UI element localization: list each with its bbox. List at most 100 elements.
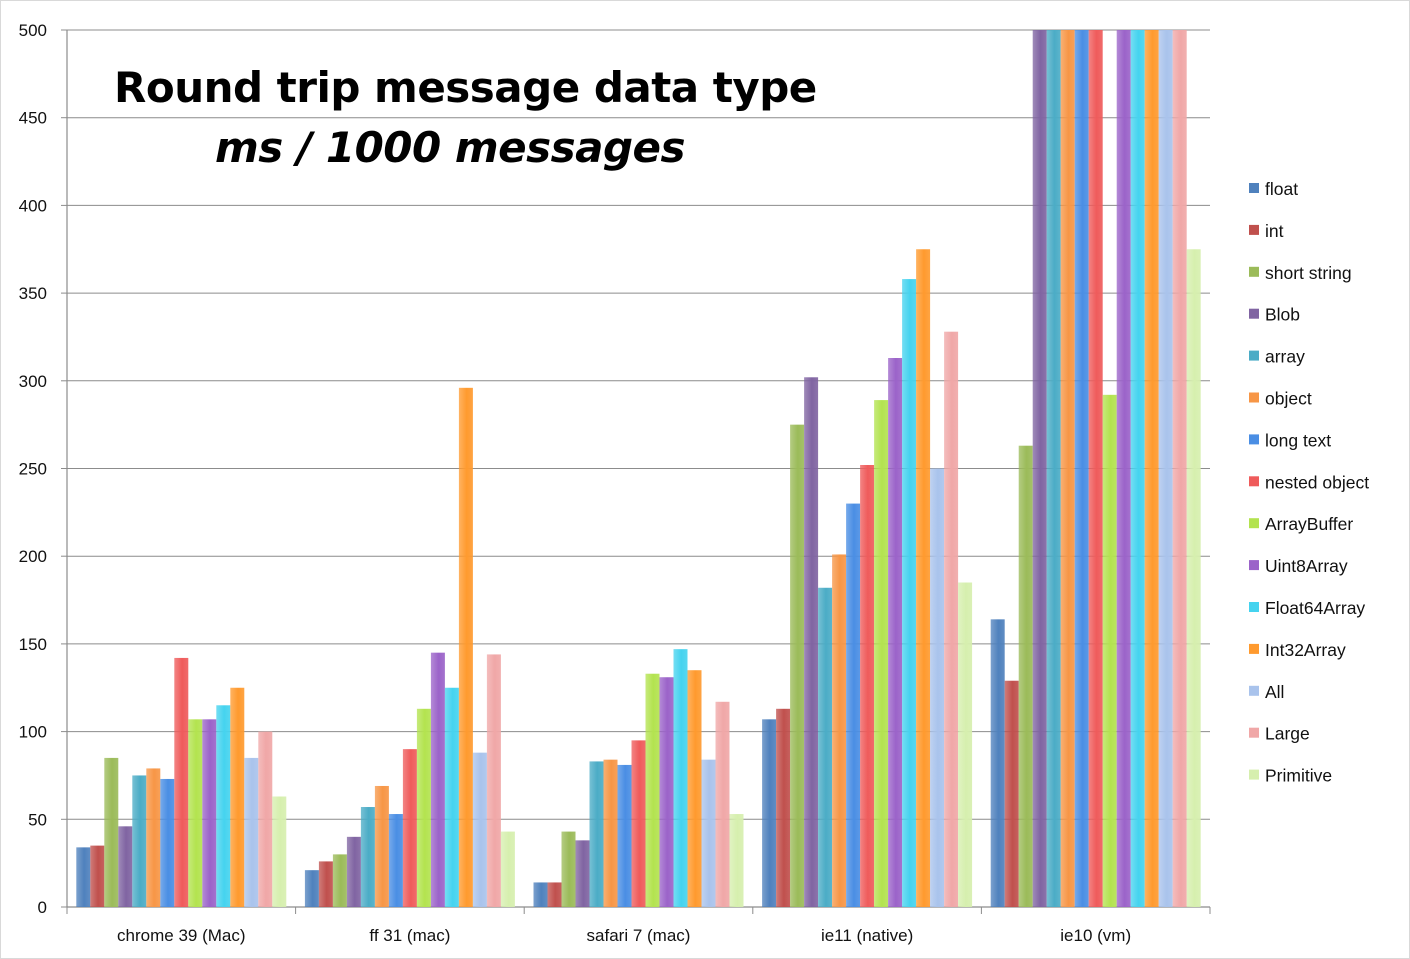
bar — [1060, 30, 1075, 907]
legend-label: Blob — [1265, 305, 1300, 325]
bar — [360, 807, 375, 907]
bar — [132, 775, 147, 907]
y-tick-label: 150 — [19, 635, 47, 654]
legend-label: object — [1265, 389, 1312, 409]
bar — [1046, 30, 1061, 907]
legend-swatch — [1249, 434, 1259, 445]
bar — [104, 757, 119, 907]
bar — [874, 400, 889, 907]
bar — [990, 619, 1005, 907]
legend-label: long text — [1265, 430, 1331, 450]
bar — [575, 840, 590, 907]
legend-label: ArrayBuffer — [1265, 514, 1353, 534]
y-tick-label: 250 — [19, 460, 47, 479]
x-category-label: ie11 (native) — [821, 926, 913, 945]
bar — [762, 719, 777, 907]
legend-label: Uint8Array — [1265, 556, 1348, 576]
bar — [1172, 30, 1187, 907]
bar — [846, 503, 861, 907]
bar — [804, 377, 819, 907]
legend-label: Float64Array — [1265, 598, 1365, 618]
chart-title: Round trip message data type — [114, 63, 817, 112]
bar — [860, 464, 875, 907]
bar — [902, 279, 917, 907]
bar — [486, 654, 501, 907]
legend-swatch — [1249, 685, 1259, 696]
bar — [790, 424, 805, 907]
bar — [832, 554, 847, 907]
legend-swatch — [1249, 727, 1259, 738]
bar — [304, 870, 319, 907]
legend-label: array — [1265, 347, 1305, 367]
y-tick-label: 500 — [19, 21, 47, 40]
bar — [533, 882, 548, 907]
legend-swatch — [1249, 224, 1259, 235]
legend-label: float — [1265, 179, 1298, 199]
bar — [416, 708, 431, 907]
legend-swatch — [1249, 392, 1259, 403]
legend-label: Primitive — [1265, 766, 1332, 786]
bar — [388, 814, 403, 907]
bar — [1116, 30, 1131, 907]
y-tick-label: 100 — [19, 723, 47, 742]
legend-label: nested object — [1265, 472, 1369, 492]
bar — [244, 757, 259, 907]
y-tick-label: 0 — [38, 898, 47, 917]
bar — [500, 831, 515, 907]
bar — [776, 708, 791, 907]
chart-subtitle: ms / 1000 messages — [215, 123, 686, 172]
bar — [701, 759, 716, 907]
bar — [346, 836, 361, 907]
bar — [729, 814, 744, 907]
bar — [216, 705, 231, 907]
bar — [930, 468, 945, 907]
bar — [430, 652, 445, 907]
x-category-label: chrome 39 (Mac) — [117, 926, 245, 945]
bar — [118, 826, 133, 907]
bar — [687, 670, 702, 907]
bar — [715, 701, 730, 907]
bar — [1018, 445, 1033, 907]
legend-swatch — [1249, 183, 1259, 193]
bar — [673, 649, 688, 907]
bar — [472, 752, 487, 907]
bar — [916, 249, 931, 907]
bar — [402, 749, 417, 907]
bar — [1088, 30, 1103, 907]
bar — [202, 719, 217, 907]
legend-swatch — [1249, 560, 1259, 571]
bar — [1158, 30, 1173, 907]
y-tick-label: 300 — [19, 372, 47, 391]
bar — [1144, 30, 1159, 907]
bar — [258, 731, 273, 907]
legend-swatch — [1249, 643, 1259, 654]
legend-swatch — [1249, 769, 1259, 780]
legend-swatch — [1249, 266, 1259, 277]
bar — [318, 861, 333, 907]
legend-swatch — [1249, 476, 1259, 487]
bar — [603, 759, 618, 907]
legend-label: short string — [1265, 263, 1352, 283]
legend-label: Int32Array — [1265, 640, 1346, 660]
bar — [958, 582, 973, 907]
bar — [272, 796, 287, 907]
bar — [230, 687, 245, 907]
bar — [76, 847, 91, 907]
legend-label: int — [1265, 221, 1284, 241]
bar — [818, 587, 833, 907]
legend-swatch — [1249, 350, 1259, 361]
bar — [1004, 680, 1019, 907]
legend-swatch — [1249, 308, 1259, 319]
bar — [1074, 30, 1089, 907]
legend-label: All — [1265, 682, 1284, 702]
bar — [944, 331, 959, 907]
bar — [547, 882, 562, 907]
y-tick-label: 50 — [28, 810, 47, 829]
x-category-label: ie10 (vm) — [1060, 926, 1131, 945]
bar — [174, 657, 189, 907]
bar — [374, 785, 389, 907]
bar — [1032, 30, 1047, 907]
y-tick-label: 350 — [19, 284, 47, 303]
